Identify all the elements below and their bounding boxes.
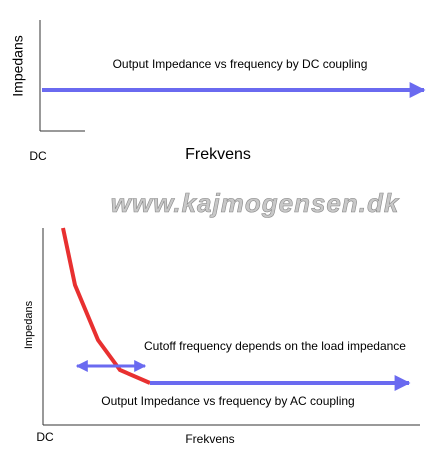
y-axis-label: Impedans <box>10 35 26 96</box>
annotation: Output Impedance vs frequency by DC coup… <box>113 57 368 71</box>
origin-label: DC <box>29 149 47 163</box>
impedance-curve <box>61 227 151 385</box>
y-axis-label: Impedans <box>23 300 35 349</box>
x-axis-label: Frekvens <box>185 432 234 446</box>
watermark: www.kajmogensen.dk <box>111 188 400 218</box>
cutoff-annotation: Cutoff frequency depends on the load imp… <box>144 339 406 353</box>
bottom-panel: Impedans Cutoff frequency depends on the… <box>23 227 420 446</box>
top-panel: Impedans Output Impedance vs frequency b… <box>10 20 426 163</box>
x-axis-label: Frekvens <box>185 146 251 163</box>
annotation: Output Impedance vs frequency by AC coup… <box>101 394 354 408</box>
origin-label: DC <box>36 430 54 444</box>
